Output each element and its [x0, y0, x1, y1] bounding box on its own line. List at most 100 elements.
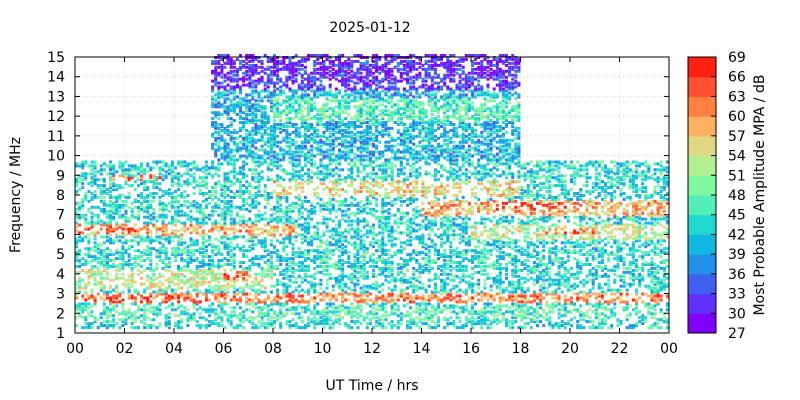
heatmap-cell: [325, 138, 329, 142]
heatmap-cell: [328, 257, 332, 261]
heatmap-cell: [285, 136, 289, 140]
heatmap-cell: [291, 75, 295, 79]
heatmap-cell: [350, 211, 354, 215]
heatmap-cell: [112, 211, 116, 215]
heatmap-cell: [322, 312, 326, 316]
heatmap-cell: [251, 115, 255, 119]
heatmap-cell: [136, 205, 140, 209]
heatmap-cell: [344, 63, 348, 67]
heatmap-cell: [303, 253, 307, 257]
heatmap-cell: [186, 290, 190, 294]
heatmap-cell: [282, 257, 286, 261]
heatmap-cell: [232, 95, 236, 99]
heatmap-cell: [102, 186, 106, 190]
heatmap-cell: [146, 247, 150, 251]
heatmap-cell: [84, 195, 88, 199]
heatmap-cell: [257, 227, 261, 231]
heatmap-cell: [294, 158, 298, 162]
heatmap-cell: [276, 259, 280, 262]
heatmap-cell: [344, 123, 348, 126]
heatmap-cell: [266, 126, 270, 130]
heatmap-cell: [356, 75, 360, 79]
heatmap-cell: [214, 298, 218, 302]
heatmap-cell: [257, 290, 261, 294]
heatmap-cell: [223, 109, 227, 113]
heatmap-cell: [239, 97, 242, 101]
heatmap-cell: [310, 284, 314, 288]
heatmap-cell: [285, 99, 289, 103]
heatmap-cell: [164, 215, 168, 219]
heatmap-cell: [180, 257, 184, 261]
heatmap-cell: [217, 180, 221, 184]
heatmap-cell: [334, 296, 338, 300]
heatmap-cell: [217, 253, 221, 257]
heatmap-cell: [211, 111, 215, 115]
heatmap-cell: [149, 268, 153, 272]
heatmap-cell: [124, 203, 128, 207]
heatmap-cell: [127, 217, 131, 221]
heatmap-cell: [78, 174, 82, 178]
heatmap-cell: [347, 255, 351, 259]
heatmap-cell: [232, 59, 236, 63]
heatmap-cell: [93, 160, 97, 164]
heatmap-cell: [331, 312, 335, 316]
heatmap-cell: [130, 176, 134, 180]
heatmap-cell: [334, 276, 338, 280]
heatmap-cell: [149, 280, 153, 284]
heatmap-cell: [121, 166, 125, 170]
heatmap-cell: [217, 292, 221, 296]
heatmap-cell: [78, 280, 82, 284]
heatmap-cell: [186, 316, 190, 320]
heatmap-cell: [170, 302, 174, 306]
heatmap-cell: [146, 274, 150, 278]
heatmap-cell: [217, 93, 221, 97]
heatmap-cell: [136, 233, 140, 237]
heatmap-cell: [334, 310, 338, 314]
heatmap-cell: [260, 227, 264, 231]
heatmap-cell: [325, 322, 329, 326]
heatmap-cell: [276, 266, 280, 270]
heatmap-cell: [356, 130, 360, 134]
heatmap-cell: [279, 324, 283, 328]
heatmap-cell: [226, 97, 230, 101]
heatmap-cell: [155, 162, 159, 166]
heatmap-cell: [158, 235, 162, 239]
heatmap-cell: [353, 298, 357, 302]
heatmap-cell: [239, 261, 242, 264]
heatmap-cell: [260, 79, 264, 83]
heatmap-cell: [235, 73, 239, 77]
heatmap-cell: [149, 300, 153, 304]
heatmap-cell: [118, 186, 122, 190]
heatmap-cell: [338, 259, 341, 262]
heatmap-cell: [220, 81, 224, 85]
heatmap-cell: [226, 207, 230, 211]
heatmap-cell: [266, 318, 270, 322]
heatmap-cell: [341, 134, 345, 138]
heatmap-cell: [350, 73, 354, 77]
heatmap-cell: [313, 233, 317, 237]
heatmap-cell: [87, 199, 91, 203]
heatmap-cell: [251, 54, 255, 57]
heatmap-cell: [158, 170, 162, 174]
heatmap-cell: [303, 257, 307, 261]
heatmap-cell: [149, 282, 153, 286]
heatmap-cell: [232, 170, 236, 174]
heatmap-cell: [214, 136, 218, 140]
heatmap-cell: [266, 274, 270, 278]
heatmap-cell: [269, 158, 273, 162]
heatmap-cell: [167, 166, 171, 170]
heatmap-cell: [300, 268, 304, 272]
heatmap-cell: [285, 235, 289, 239]
heatmap-cell: [75, 306, 78, 310]
heatmap-cell: [297, 209, 301, 213]
heatmap-cell: [269, 320, 273, 324]
heatmap-cell: [115, 233, 119, 237]
heatmap-cell: [239, 146, 242, 150]
heatmap-cell: [217, 105, 221, 109]
heatmap-cell: [239, 134, 242, 138]
heatmap-cell: [273, 227, 276, 231]
heatmap-cell: [288, 111, 292, 115]
heatmap-cell: [282, 284, 286, 288]
heatmap-cell: [186, 217, 190, 221]
heatmap-cell: [356, 282, 360, 286]
